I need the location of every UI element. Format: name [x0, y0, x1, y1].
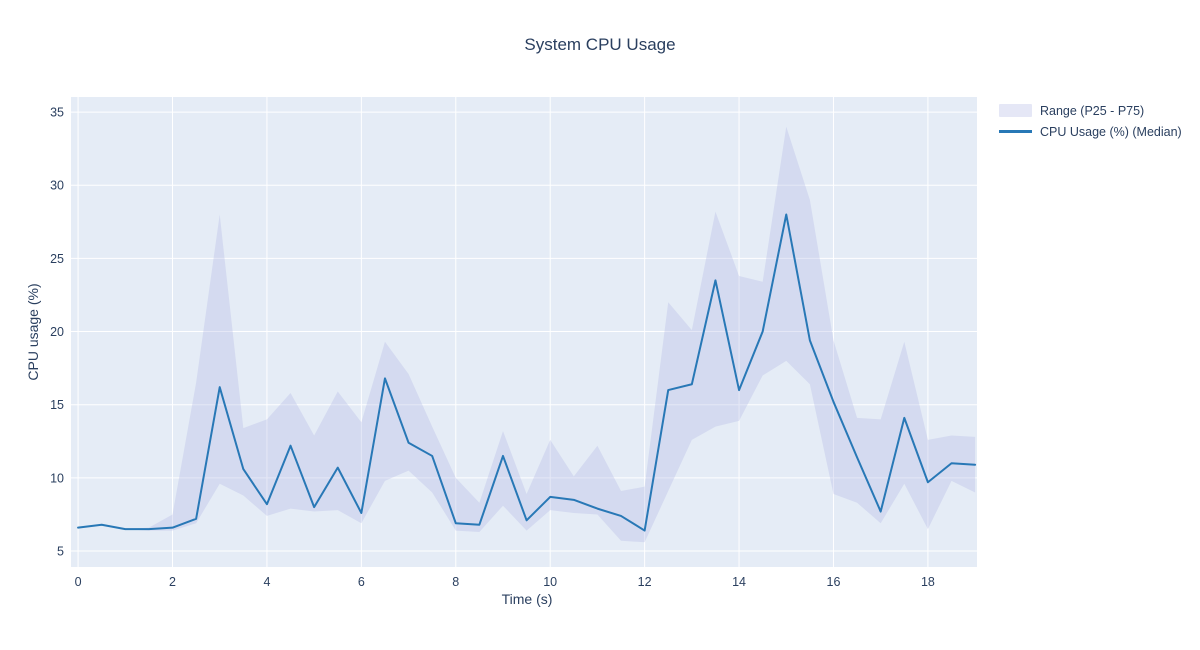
median-line: [77, 213, 977, 532]
legend-label-median: CPU Usage (%) (Median): [1040, 124, 1182, 139]
range-band: [78, 126, 976, 543]
median-line-swatch-icon: [999, 130, 1032, 133]
plot-area: 0 2 4 6 8 10 12 14 16 18 5 10 15 20 25 30 35: [50, 97, 977, 589]
legend-label-range: Range (P25 - P75): [1040, 103, 1145, 118]
y-tick-label: 35: [50, 106, 64, 120]
y-tick-label: 15: [50, 398, 64, 412]
x-tick-label: 4: [263, 575, 270, 589]
y-tick-label: 20: [50, 325, 64, 339]
x-tick-label: 16: [827, 575, 841, 589]
x-tick-label: 18: [921, 575, 935, 589]
x-tick-label: 0: [75, 575, 82, 589]
x-tick-label: 12: [638, 575, 652, 589]
legend-item-median[interactable]: CPU Usage (%) (Median): [999, 121, 1182, 142]
y-axis-title: CPU usage (%): [25, 283, 41, 380]
x-tick-label: 10: [543, 575, 557, 589]
x-tick-label: 6: [358, 575, 365, 589]
legend: Range (P25 - P75) CPU Usage (%) (Median): [999, 100, 1182, 142]
chart-title: System CPU Usage: [524, 35, 675, 54]
y-tick-label: 10: [50, 471, 64, 485]
x-tick-label: 2: [169, 575, 176, 589]
x-axis-title: Time (s): [502, 591, 553, 607]
y-tick-label: 5: [57, 545, 64, 559]
y-tick-label: 30: [50, 179, 64, 193]
y-tick-label: 25: [50, 252, 64, 266]
x-tick-label: 8: [452, 575, 459, 589]
legend-item-range[interactable]: Range (P25 - P75): [999, 100, 1182, 121]
range-band-swatch-icon: [999, 104, 1032, 117]
x-tick-label: 14: [732, 575, 746, 589]
